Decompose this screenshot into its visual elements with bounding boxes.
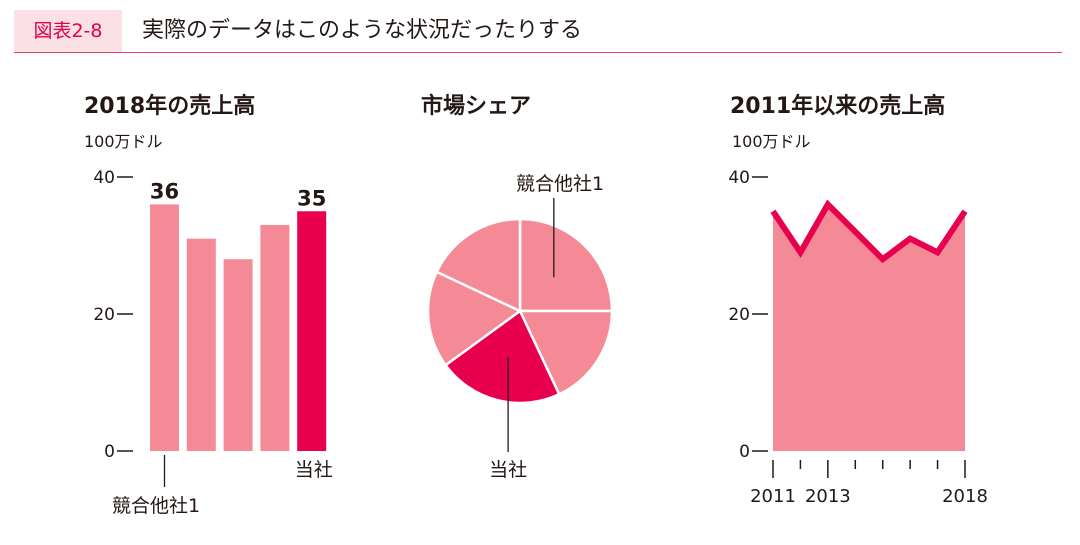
pie-slice	[518, 217, 614, 313]
bar	[186, 238, 216, 451]
area-y-tick-label: 40	[728, 168, 750, 188]
area-series-line	[770, 199, 968, 264]
area-chart-unit: 100万ドル	[732, 132, 811, 151]
bar	[297, 211, 327, 451]
area-y-tick-label: 0	[739, 442, 750, 462]
area-chart-title: 2011年以来の売上高	[730, 94, 946, 119]
area-x-tick-label: 2011	[750, 486, 796, 507]
bar	[150, 204, 179, 451]
figure-header: 図表2-8 実際のデータはこのような状況だったりする	[14, 10, 1062, 53]
bar-category-label: 競合他社1	[112, 495, 200, 517]
bar-y-tick-label: 20	[93, 305, 115, 325]
bar-chart-title: 2018年の売上高	[84, 94, 256, 119]
area-fill	[773, 204, 965, 451]
bar-chart-unit: 100万ドル	[84, 132, 163, 151]
pie-slice	[435, 217, 522, 313]
pie-slice	[443, 309, 561, 405]
bar-y-tick-label: 40	[93, 168, 115, 188]
figure-title: 実際のデータはこのような状況だったりする	[142, 18, 583, 43]
bar	[223, 259, 253, 451]
area-x-tick-label: 2013	[805, 486, 851, 507]
pie-chart-title: 市場シェア	[421, 94, 532, 119]
figure-label: 図表2-8	[14, 10, 122, 52]
pie-slice-label: 競合他社1	[516, 173, 604, 195]
area-x-tick-label: 2018	[942, 486, 988, 507]
pie-slice	[518, 309, 614, 396]
bar-data-label: 35	[297, 186, 326, 210]
pie-slice-label: 当社	[489, 459, 527, 481]
area-y-tick-label: 20	[728, 305, 750, 325]
pie-slice	[426, 270, 523, 367]
bar-category-label: 当社	[295, 459, 333, 481]
bar-y-tick-label: 0	[104, 442, 115, 462]
bar	[260, 224, 290, 451]
bar-data-label: 36	[150, 179, 179, 203]
